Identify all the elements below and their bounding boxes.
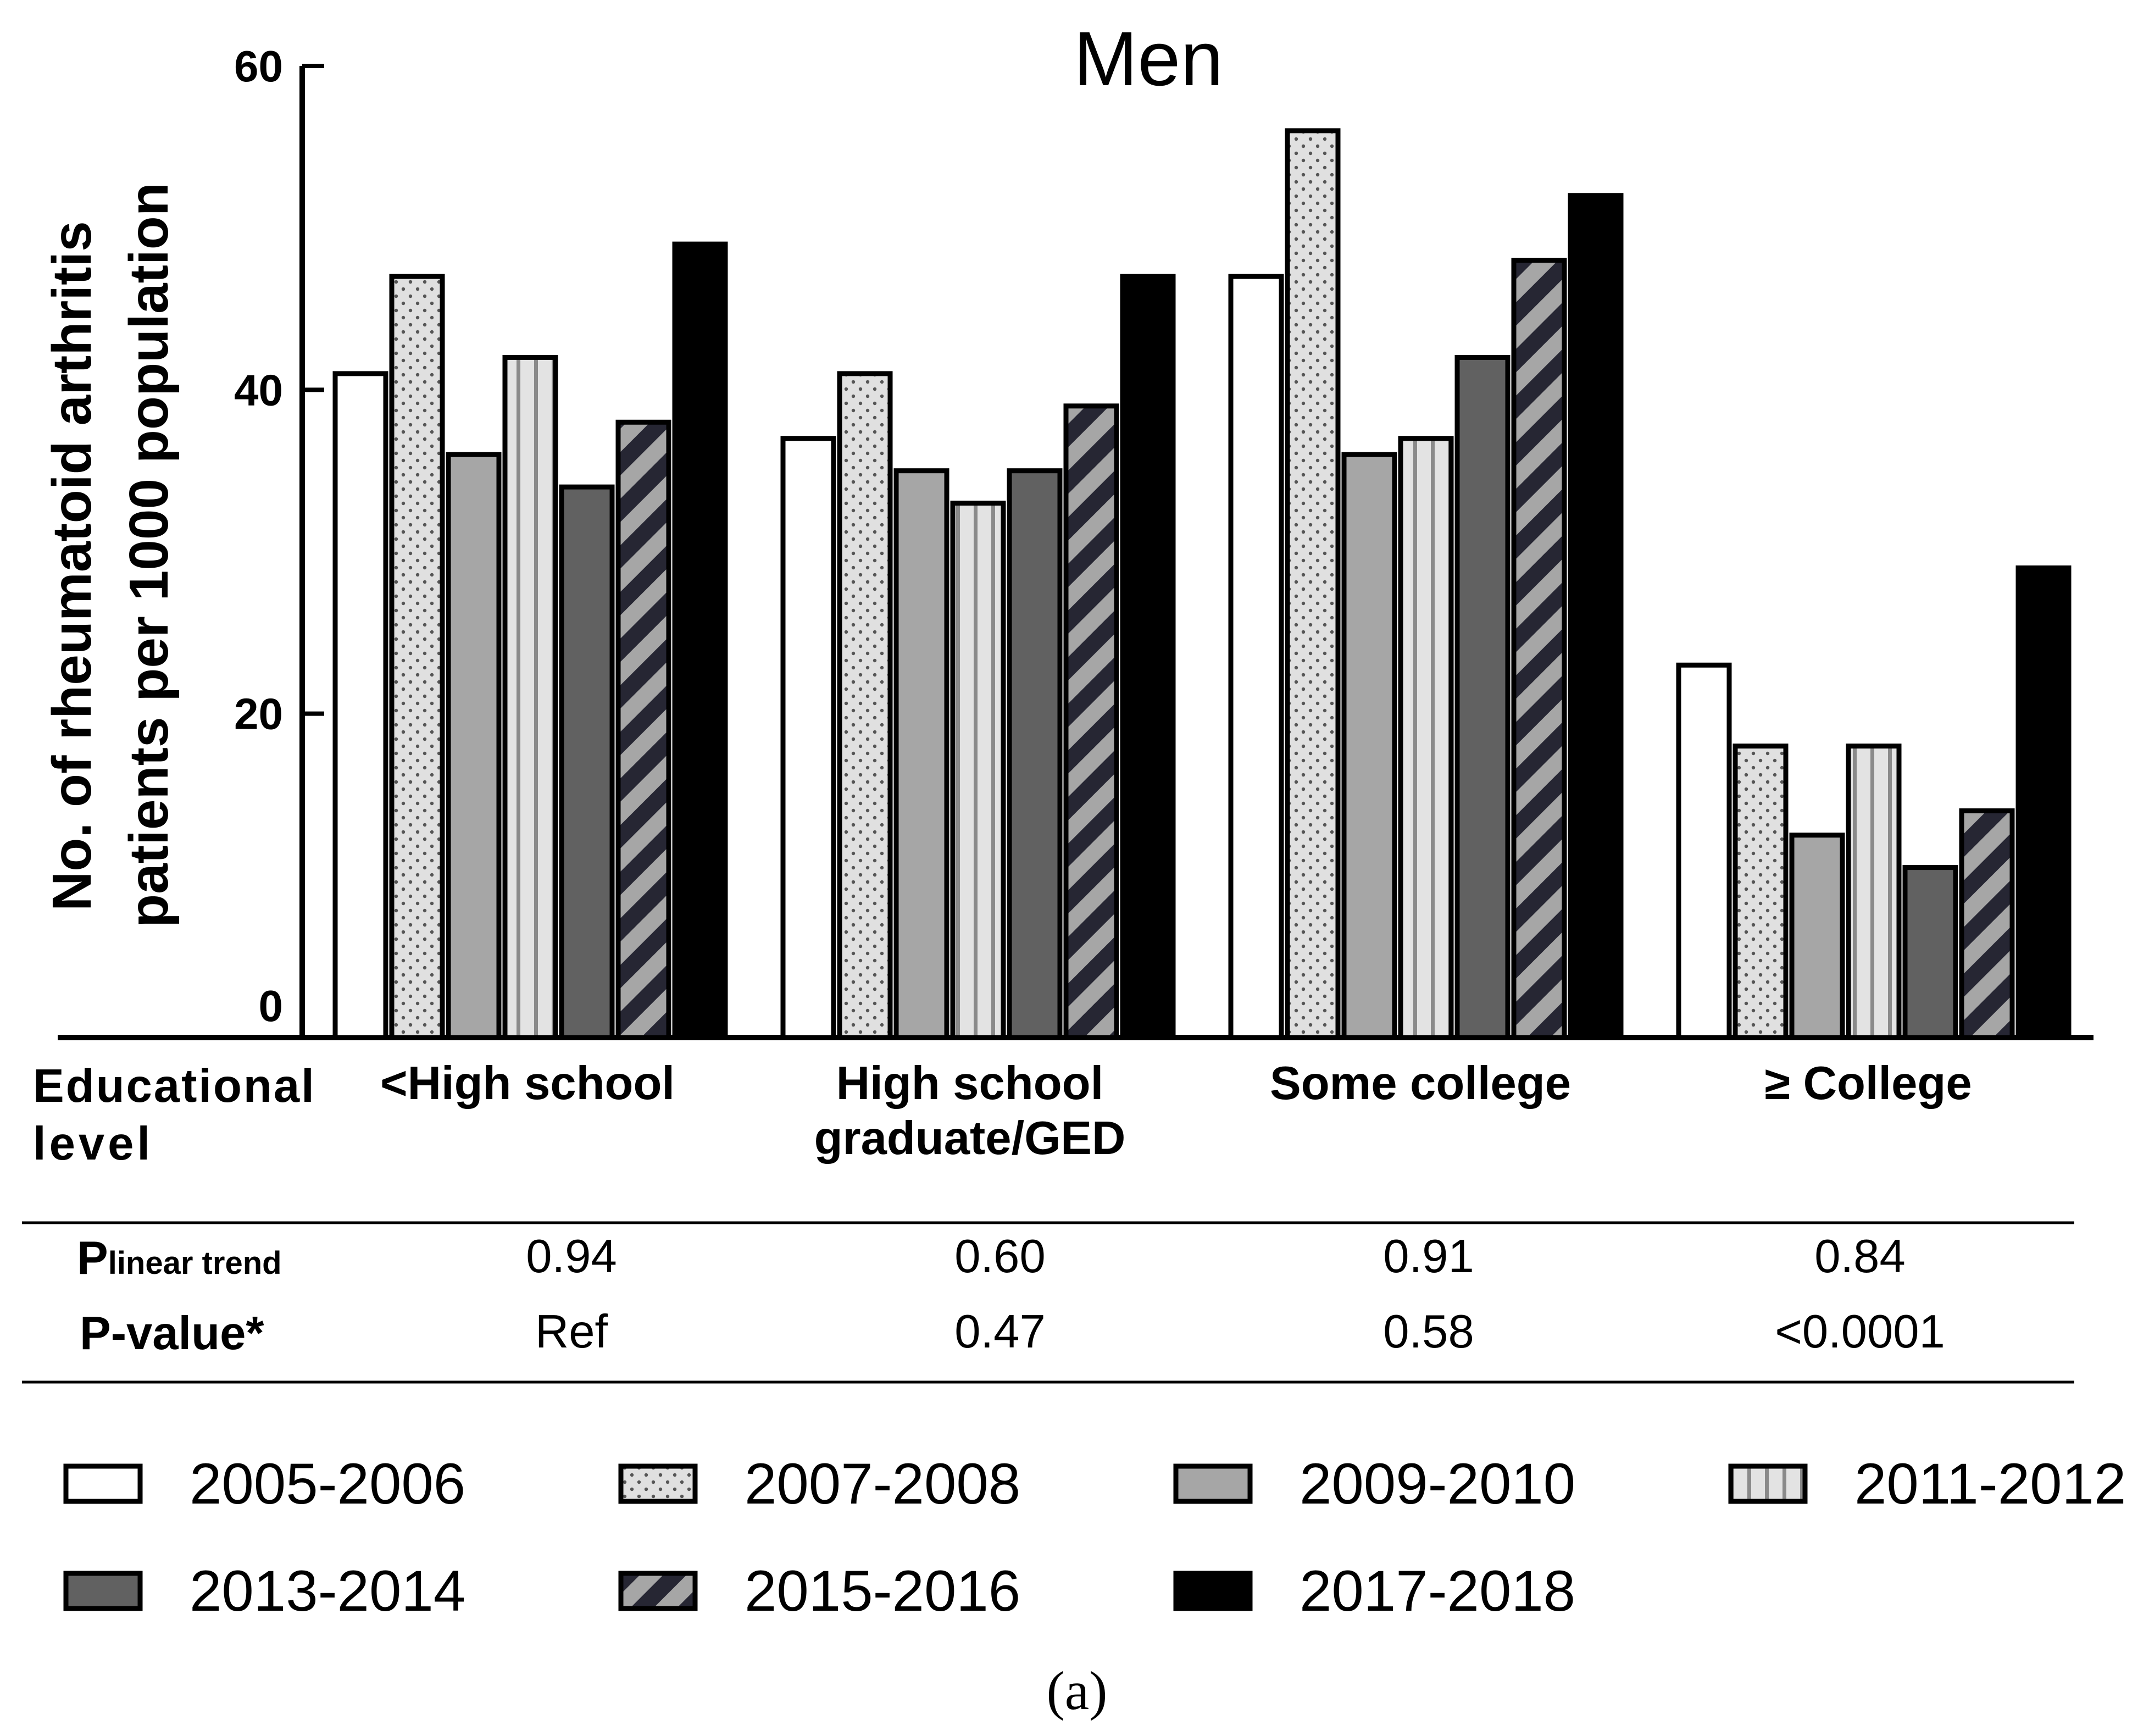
legend-label: 2005-2006: [190, 1452, 465, 1516]
legend-label: 2015-2016: [745, 1559, 1020, 1623]
bar-2017-2018-3: [1568, 193, 1624, 1040]
bar-2009-2010-4: [1789, 833, 1845, 1040]
bar-2005-2006-2: [780, 436, 836, 1040]
legend-swatch: [1173, 1463, 1253, 1504]
p-value: 0.47: [954, 1306, 1045, 1358]
legend-swatch: [63, 1463, 143, 1504]
bar-2005-2006-3: [1228, 274, 1284, 1040]
p-linear-trend-value: 0.60: [954, 1230, 1045, 1283]
y-tick-label: 40: [234, 365, 283, 414]
category-label: graduate/GED: [814, 1112, 1126, 1164]
x-axis-label-line2: level: [33, 1118, 153, 1170]
bar-2009-2010-2: [893, 468, 949, 1040]
category-label: <High school: [380, 1057, 675, 1110]
y-axis-label-line1: No. of rheumatoid arthritis: [41, 221, 103, 911]
bar-2007-2008-3: [1285, 128, 1341, 1040]
bar-2013-2014-4: [1902, 865, 1958, 1040]
category-label: Some college: [1270, 1057, 1571, 1110]
bar-2009-2010-1: [446, 452, 502, 1040]
row1-label: Plinear trend: [77, 1232, 282, 1284]
legend-swatch: [1728, 1463, 1808, 1504]
chart-title: Men: [1074, 15, 1223, 102]
legend: 2005-2006 2007-2008 2009-2010 2011-2012 2013…: [63, 1452, 2126, 1623]
bar-2011-2012-4: [1846, 744, 1902, 1040]
bar-2011-2012-2: [950, 501, 1006, 1040]
bar-2007-2008-1: [389, 274, 445, 1040]
bar-2015-2016-1: [615, 419, 671, 1040]
p-value: <0.0001: [1775, 1306, 1945, 1358]
y-axis-label-line2: patients per 1000 population: [118, 182, 180, 928]
legend-label: 2009-2010: [1300, 1452, 1575, 1516]
bar-2007-2008-4: [1732, 744, 1789, 1040]
bar-2017-2018-2: [1120, 274, 1176, 1040]
row1-label-sub: linear trend: [108, 1245, 282, 1281]
bar-2013-2014-1: [559, 484, 615, 1040]
bar-2015-2016-3: [1511, 258, 1567, 1040]
bar-2015-2016-4: [1959, 808, 2015, 1040]
category-label: ≥ College: [1764, 1057, 1972, 1110]
bar-2005-2006-4: [1676, 662, 1732, 1040]
legend-swatch: [618, 1463, 698, 1504]
row2-label: P-value*: [80, 1307, 264, 1360]
p-linear-trend-value: 0.91: [1383, 1230, 1474, 1283]
bars: [332, 128, 2072, 1040]
bar-2015-2016-2: [1063, 403, 1119, 1040]
y-ticks: 0 20 40 60: [234, 42, 324, 1040]
panel-label: (a): [1047, 1660, 1108, 1721]
bar-2011-2012-1: [502, 354, 558, 1040]
legend-label: 2017-2018: [1300, 1559, 1575, 1623]
bar-2007-2008-2: [837, 371, 893, 1040]
bar-2017-2018-4: [2015, 565, 2072, 1040]
bar-2011-2012-3: [1398, 436, 1454, 1040]
legend-label: 2011-2012: [1854, 1452, 2126, 1516]
bar-2005-2006-1: [332, 371, 388, 1040]
legend-label: 2013-2014: [190, 1559, 465, 1623]
x-axis-label-line1: Educational: [33, 1060, 316, 1112]
legend-swatch: [63, 1571, 143, 1611]
p-linear-trend-value: 0.94: [526, 1230, 617, 1283]
bar-2009-2010-3: [1341, 452, 1397, 1040]
category-label: High school: [836, 1057, 1103, 1110]
legend-swatch: [618, 1571, 698, 1611]
row1-label-main: P: [77, 1232, 108, 1284]
y-tick-label: 60: [234, 42, 283, 91]
y-tick-label: 20: [234, 690, 283, 739]
bar-2013-2014-3: [1454, 354, 1511, 1040]
p-value: 0.58: [1383, 1306, 1474, 1358]
legend-swatch: [1173, 1571, 1253, 1611]
table-values: 0.94 0.60 0.91 0.84 Ref 0.47 0.58 <0.0001: [526, 1230, 1945, 1358]
bar-2013-2014-2: [1007, 468, 1063, 1040]
p-value: Ref: [535, 1306, 608, 1358]
y-tick-label: 0: [259, 981, 284, 1030]
legend-label: 2007-2008: [745, 1452, 1020, 1516]
bar-2017-2018-1: [672, 241, 728, 1040]
p-linear-trend-value: 0.84: [1814, 1230, 1905, 1283]
